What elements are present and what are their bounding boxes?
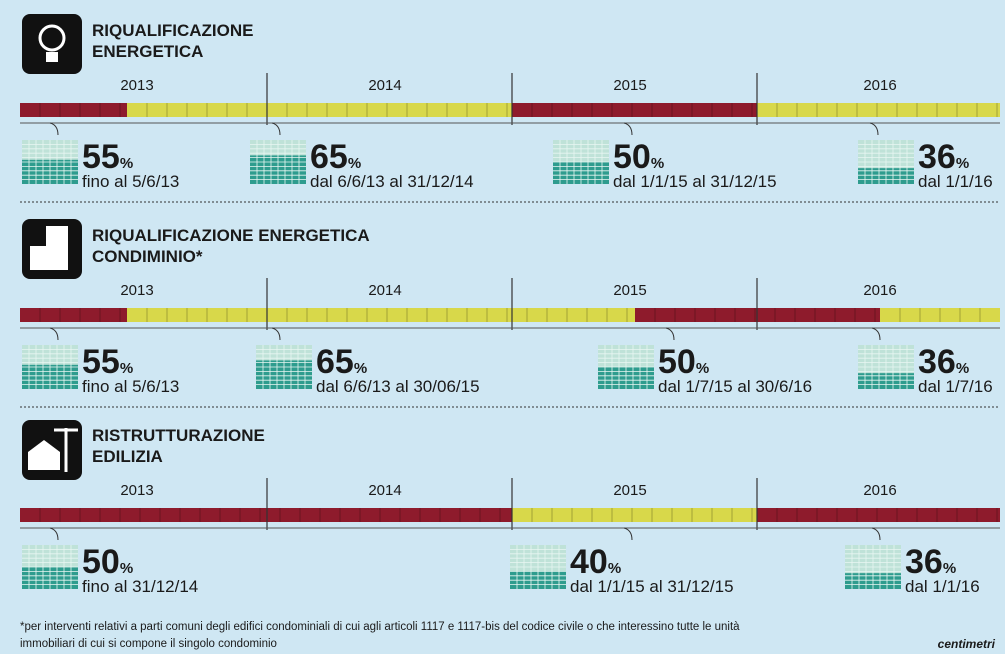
section-title: ENERGETICA — [92, 42, 203, 61]
percent: 40% — [570, 543, 621, 581]
footnote: *per interventi relativi a parti comuni … — [20, 621, 740, 633]
period-label: dal 1/7/15 al 30/6/16 — [658, 377, 812, 396]
percent-value: 55 — [82, 343, 120, 381]
timeline-segment — [512, 508, 757, 522]
icon-house — [22, 420, 82, 480]
year-label: 2015 — [613, 77, 646, 94]
percent-value: 50 — [658, 343, 696, 381]
year-label: 2015 — [613, 482, 646, 499]
brace — [871, 527, 881, 541]
percent: 65% — [316, 343, 367, 381]
year-label: 2016 — [863, 282, 896, 299]
year-label: 2013 — [120, 282, 153, 299]
percent-unit: % — [120, 155, 133, 172]
percent-unit: % — [120, 560, 133, 577]
percent-value: 36 — [918, 138, 956, 176]
timeline-segment — [20, 508, 512, 522]
percent-value: 65 — [316, 343, 354, 381]
brace — [49, 122, 59, 136]
section-title: RIQUALIFICAZIONE ENERGETICA — [92, 226, 370, 245]
percent: 65% — [310, 138, 361, 176]
percent-unit: % — [608, 560, 621, 577]
percent: 50% — [82, 543, 133, 581]
percent: 55% — [82, 343, 133, 381]
percent: 50% — [613, 138, 664, 176]
brace — [49, 327, 59, 341]
year-label: 2016 — [863, 482, 896, 499]
icon-building — [22, 219, 82, 279]
period-label: fino al 5/6/13 — [82, 377, 179, 396]
brace — [665, 327, 675, 341]
percent: 36% — [918, 138, 969, 176]
percent-value: 40 — [570, 543, 608, 581]
year-label: 2014 — [368, 282, 401, 299]
section-title: EDILIZIA — [92, 447, 163, 466]
period-label: fino al 31/12/14 — [82, 577, 198, 596]
logo: centimetri — [938, 637, 996, 651]
timeline-segment — [880, 308, 1000, 322]
percent: 36% — [905, 543, 956, 581]
percent: 36% — [918, 343, 969, 381]
timeline-segment — [127, 103, 512, 117]
percent-value: 65 — [310, 138, 348, 176]
percent-value: 50 — [613, 138, 651, 176]
period-label: dal 1/1/15 al 31/12/15 — [570, 577, 734, 596]
period-label: dal 6/6/13 al 30/06/15 — [316, 377, 480, 396]
section-title: CONDIMINIO* — [92, 247, 203, 266]
timeline-segment — [20, 103, 127, 117]
percent-unit: % — [651, 155, 664, 172]
period-label: dal 6/6/13 al 31/12/14 — [310, 172, 474, 191]
timeline-segment — [20, 308, 127, 322]
percent-unit: % — [956, 155, 969, 172]
percent-unit: % — [956, 360, 969, 377]
percent-value: 50 — [82, 543, 120, 581]
period-label: dal 1/1/16 — [905, 577, 980, 596]
percent: 50% — [658, 343, 709, 381]
section-title: RIQUALIFICAZIONE — [92, 21, 254, 40]
period-label: fino al 5/6/13 — [82, 172, 179, 191]
brace — [623, 527, 633, 541]
brace — [271, 327, 281, 341]
percent: 55% — [82, 138, 133, 176]
year-label: 2014 — [368, 77, 401, 94]
year-label: 2013 — [120, 77, 153, 94]
year-label: 2013 — [120, 482, 153, 499]
percent-unit: % — [943, 560, 956, 577]
year-label: 2015 — [613, 282, 646, 299]
period-label: dal 1/1/16 — [918, 172, 993, 191]
percent-unit: % — [354, 360, 367, 377]
percent-unit: % — [348, 155, 361, 172]
icon-bulb — [22, 14, 82, 74]
footnote: immobiliari di cui si compone il singolo… — [20, 638, 277, 650]
timeline-segment — [512, 103, 757, 117]
timeline-segment — [127, 308, 635, 322]
percent-unit: % — [696, 360, 709, 377]
brace — [871, 327, 881, 341]
year-label: 2016 — [863, 77, 896, 94]
percent-unit: % — [120, 360, 133, 377]
brace — [869, 122, 879, 136]
timeline-segment — [757, 103, 1000, 117]
percent-value: 36 — [905, 543, 943, 581]
percent-value: 36 — [918, 343, 956, 381]
section-title: RISTRUTTURAZIONE — [92, 426, 265, 445]
brace — [623, 122, 633, 136]
period-label: dal 1/7/16 — [918, 377, 993, 396]
brace — [49, 527, 59, 541]
percent-value: 55 — [82, 138, 120, 176]
period-label: dal 1/1/15 al 31/12/15 — [613, 172, 777, 191]
brace — [271, 122, 281, 136]
year-label: 2014 — [368, 482, 401, 499]
timeline-segment — [757, 508, 1000, 522]
